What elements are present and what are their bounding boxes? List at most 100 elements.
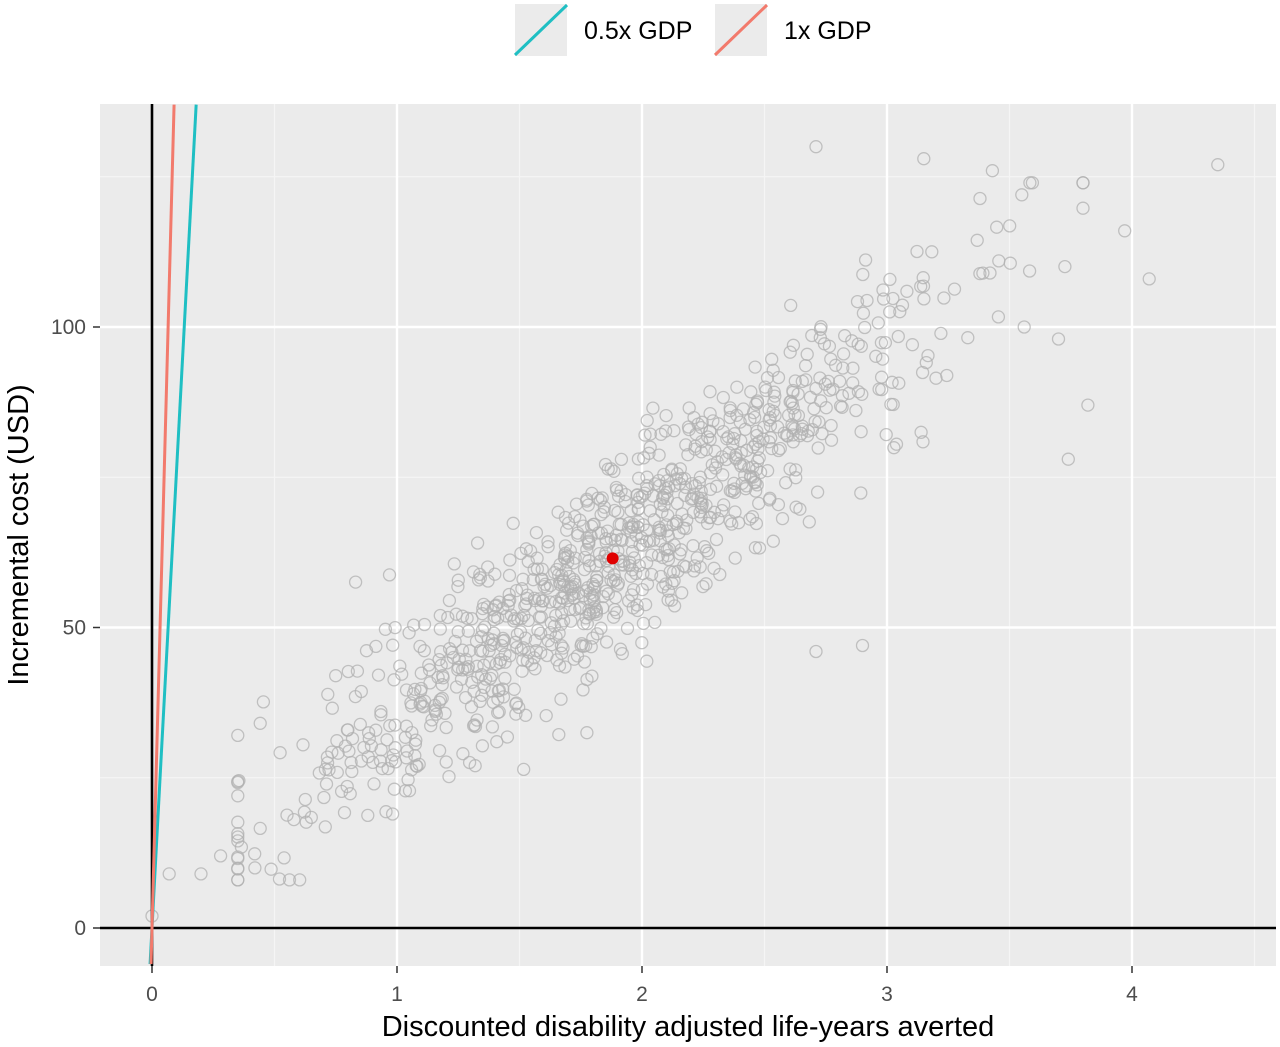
data-point — [763, 491, 777, 505]
data-point — [798, 359, 813, 373]
data-point — [836, 361, 850, 375]
data-point — [709, 532, 724, 547]
data-point — [929, 371, 943, 385]
data-point — [921, 348, 935, 363]
data-point — [976, 266, 990, 280]
y-tick-label: 50 — [63, 617, 86, 640]
data-point — [381, 761, 395, 776]
data-point — [393, 659, 407, 673]
data-point — [535, 594, 549, 608]
data-point — [855, 387, 869, 401]
data-point — [640, 470, 654, 484]
data-point — [879, 427, 893, 442]
data-point — [522, 645, 536, 659]
data-point — [656, 580, 670, 594]
data-point — [253, 821, 267, 836]
data-point — [633, 490, 647, 505]
data-point — [374, 704, 388, 719]
data-point — [558, 660, 572, 674]
data-point — [479, 672, 493, 686]
data-point — [784, 298, 798, 313]
data-point — [895, 298, 910, 312]
data-point — [750, 394, 764, 408]
data-point — [248, 847, 262, 861]
data-point — [692, 475, 706, 490]
data-point — [750, 428, 764, 443]
data-point — [568, 577, 582, 592]
data-point — [194, 867, 208, 881]
data-point — [353, 717, 367, 732]
data-point — [534, 599, 548, 613]
data-point — [854, 339, 868, 353]
data-point — [1142, 272, 1156, 286]
data-point — [808, 414, 822, 429]
data-point — [688, 559, 702, 573]
data-point — [475, 607, 489, 621]
data-point — [442, 593, 457, 608]
data-point — [556, 573, 570, 587]
legend: 0.5x GDP 1x GDP — [513, 3, 872, 57]
data-point — [625, 544, 640, 559]
data-point — [498, 655, 512, 669]
data-point — [432, 695, 446, 709]
data-point — [348, 575, 363, 589]
data-point — [517, 762, 531, 777]
data-point — [231, 775, 245, 790]
data-point — [730, 408, 744, 422]
data-point — [658, 424, 673, 438]
data-point — [748, 360, 762, 374]
data-point — [454, 672, 469, 686]
data-point — [554, 692, 568, 706]
data-point — [786, 385, 800, 399]
y-tick-label: 100 — [51, 316, 86, 339]
data-point — [886, 397, 900, 412]
data-point — [703, 406, 717, 421]
y-axis-ticks: 0 50 100 — [51, 316, 100, 940]
data-point — [361, 726, 376, 740]
data-point — [466, 719, 481, 733]
data-point — [516, 572, 530, 586]
data-point — [1081, 398, 1095, 412]
data-point — [554, 646, 569, 660]
data-point — [375, 761, 389, 776]
data-point — [424, 719, 438, 733]
data-point — [727, 485, 742, 500]
data-point — [478, 620, 492, 634]
data-point — [492, 683, 506, 697]
data-point — [1015, 188, 1029, 202]
data-point — [521, 613, 535, 628]
data-point — [854, 425, 868, 439]
data-point — [369, 723, 383, 737]
data-point — [515, 664, 529, 678]
data-point — [690, 551, 704, 565]
data-point — [973, 191, 987, 206]
data-point — [312, 766, 326, 780]
data-point — [708, 461, 723, 475]
data-point — [809, 644, 823, 659]
data-point — [695, 415, 709, 429]
legend-label: 1x GDP — [784, 17, 872, 45]
data-point — [646, 489, 660, 503]
data-point — [264, 862, 278, 876]
data-point — [826, 382, 840, 396]
data-point — [785, 396, 799, 410]
data-point — [640, 654, 654, 668]
data-point — [348, 689, 363, 704]
data-point — [576, 639, 590, 653]
data-point — [594, 621, 608, 635]
data-point — [707, 561, 721, 575]
data-point — [786, 338, 801, 352]
data-point — [599, 532, 613, 546]
data-point — [660, 474, 674, 488]
data-point — [213, 849, 228, 863]
data-point — [916, 435, 930, 449]
data-point — [577, 655, 592, 669]
data-point — [703, 482, 718, 496]
data-point — [544, 616, 558, 630]
data-point — [485, 720, 500, 734]
data-point — [891, 329, 905, 344]
x-tick-label: 0 — [146, 983, 158, 1006]
data-point — [483, 671, 497, 686]
data-point — [441, 610, 455, 625]
data-point — [874, 336, 889, 350]
